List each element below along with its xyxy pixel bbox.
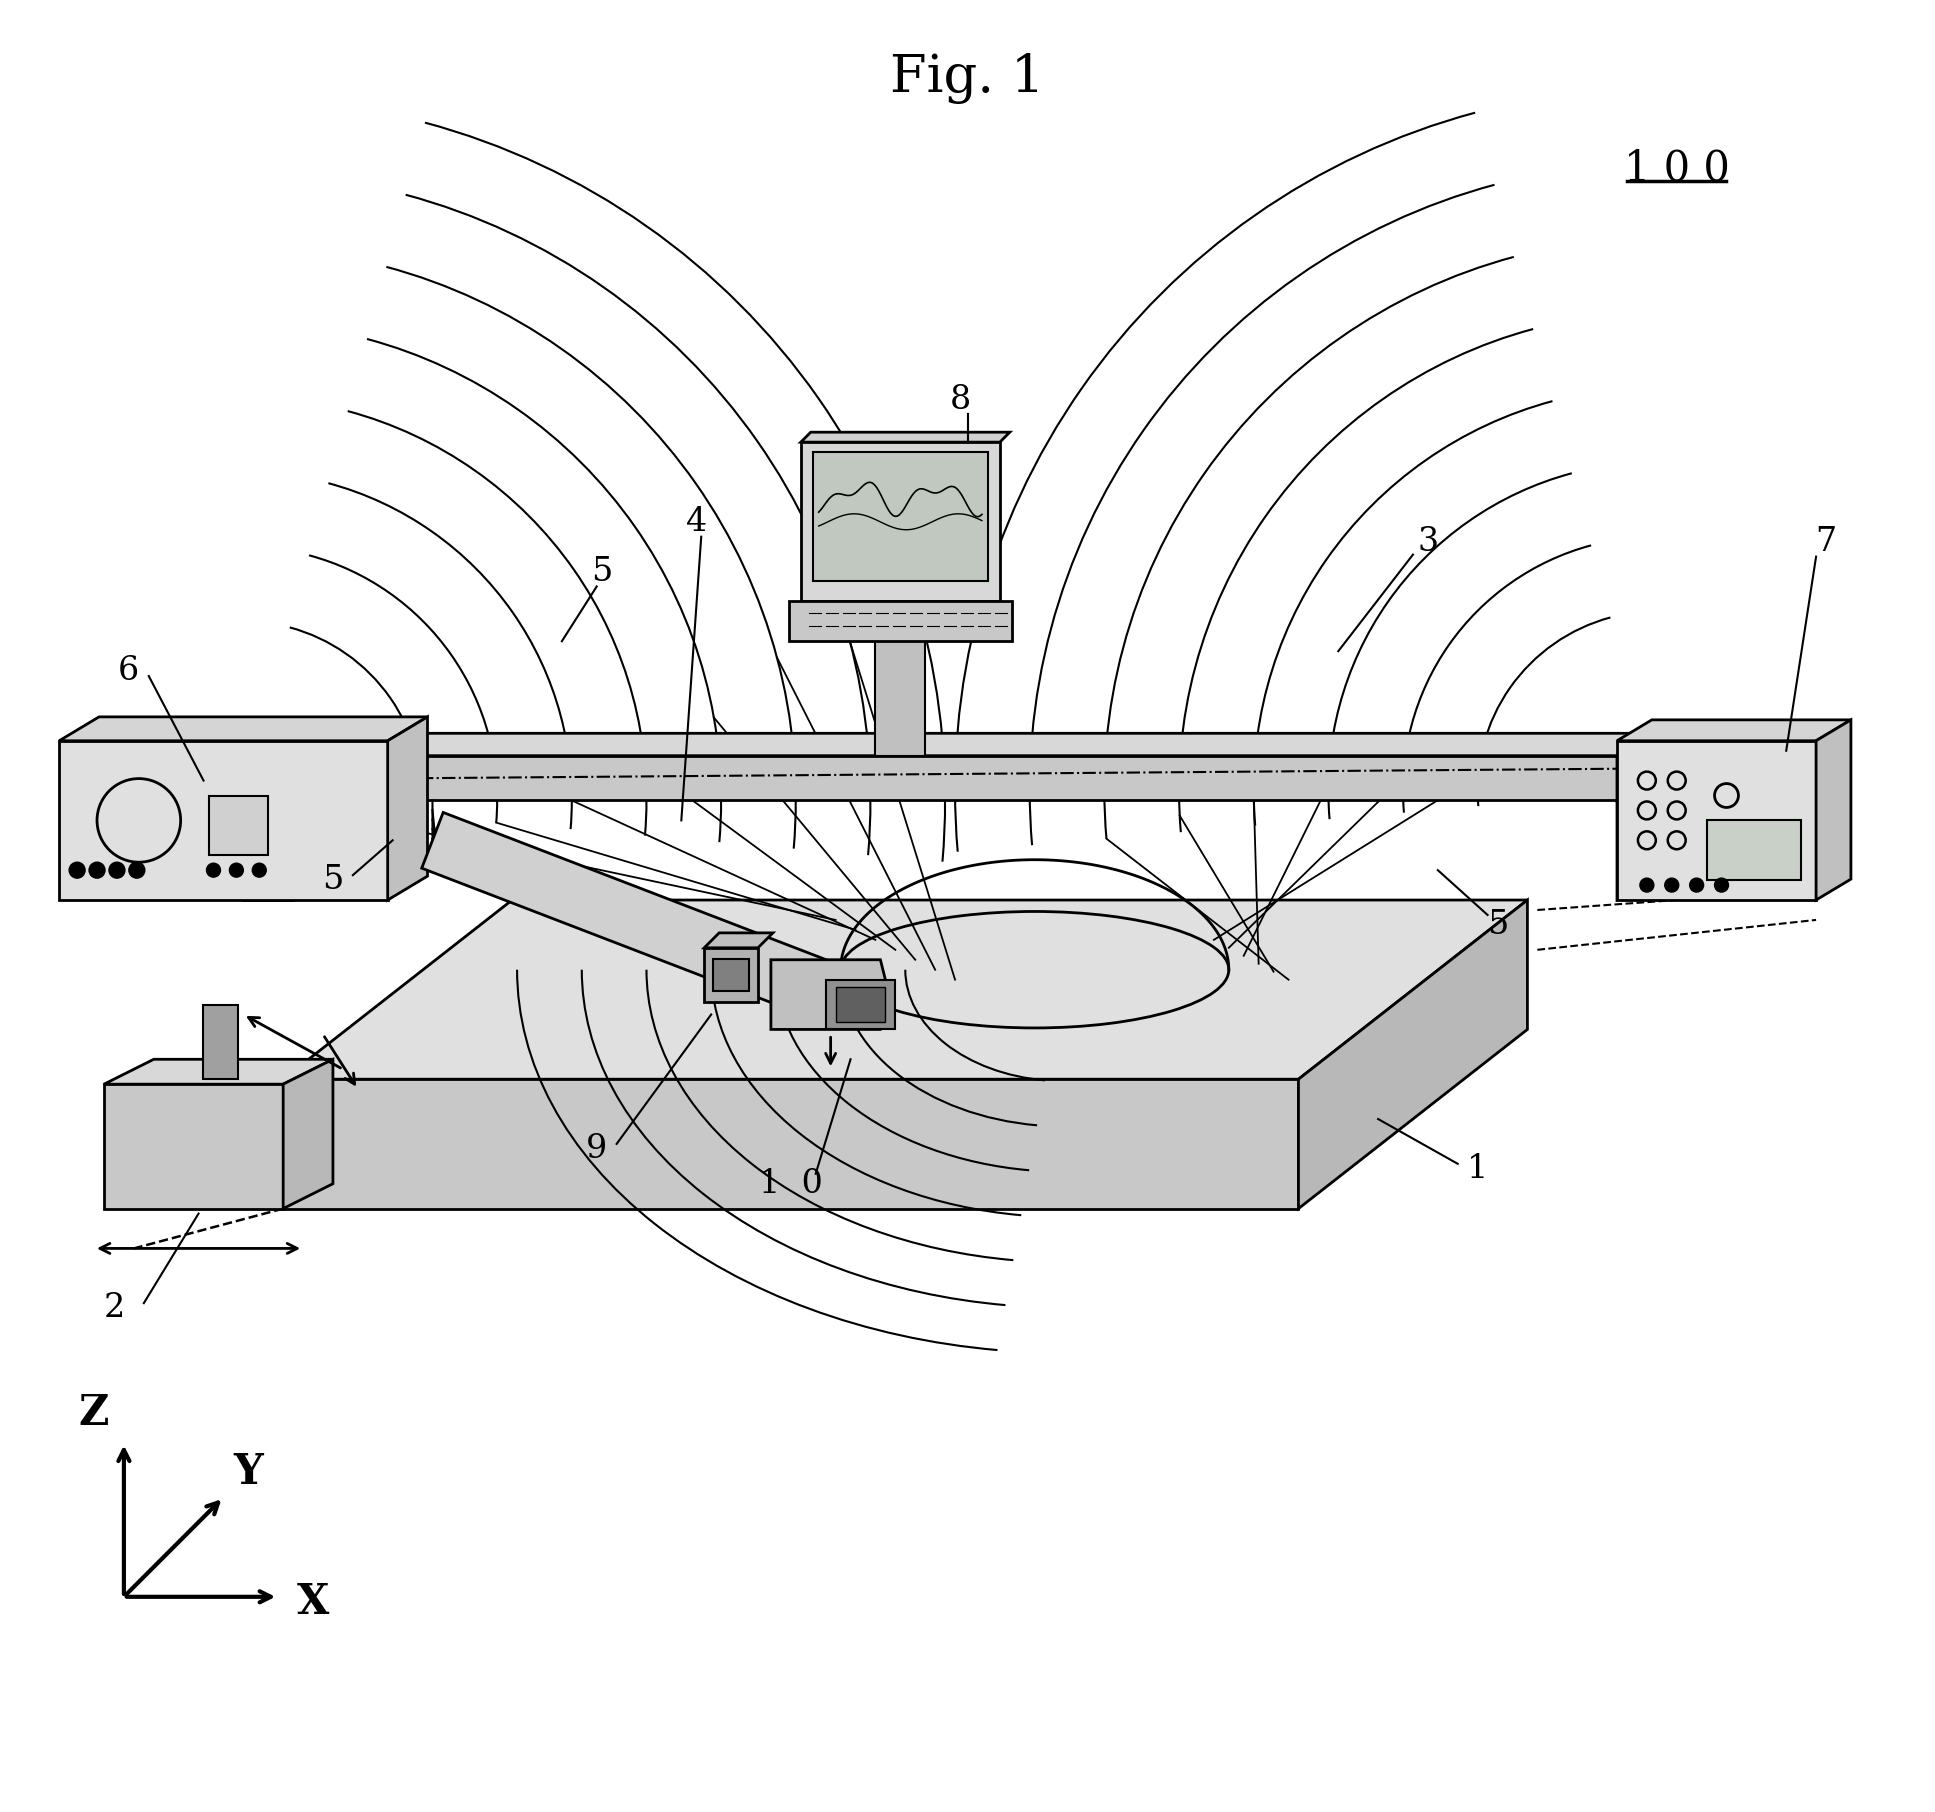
Polygon shape <box>714 959 749 991</box>
Text: 5: 5 <box>1486 910 1507 940</box>
Polygon shape <box>244 801 292 901</box>
Text: 5: 5 <box>590 556 611 587</box>
Polygon shape <box>422 812 832 1018</box>
Polygon shape <box>704 948 759 1002</box>
Polygon shape <box>1707 821 1801 881</box>
Text: 5: 5 <box>323 864 344 897</box>
Text: 8: 8 <box>950 384 971 417</box>
Polygon shape <box>387 718 428 901</box>
Polygon shape <box>1817 719 1852 901</box>
Circle shape <box>108 863 126 879</box>
Text: 4: 4 <box>685 506 706 538</box>
Polygon shape <box>789 602 1012 641</box>
Circle shape <box>230 863 244 877</box>
Polygon shape <box>60 718 428 741</box>
Circle shape <box>89 863 104 879</box>
Circle shape <box>252 863 267 877</box>
Text: 6: 6 <box>118 656 139 687</box>
Polygon shape <box>813 453 989 582</box>
Polygon shape <box>283 1060 333 1209</box>
Polygon shape <box>770 960 890 1029</box>
Polygon shape <box>60 741 387 901</box>
Polygon shape <box>244 756 1618 801</box>
Polygon shape <box>203 1004 238 1080</box>
Text: Y: Y <box>234 1451 263 1493</box>
Polygon shape <box>104 1060 333 1084</box>
Text: 2: 2 <box>103 1292 124 1325</box>
Polygon shape <box>244 734 1662 756</box>
Circle shape <box>1639 879 1654 892</box>
Circle shape <box>1689 879 1703 892</box>
Text: 3: 3 <box>1416 525 1438 558</box>
Text: 1  0: 1 0 <box>759 1167 822 1200</box>
Text: 1: 1 <box>1467 1152 1488 1185</box>
Polygon shape <box>836 986 886 1022</box>
Text: 7: 7 <box>1815 525 1836 558</box>
Text: 9: 9 <box>586 1132 608 1165</box>
Polygon shape <box>1618 781 1662 901</box>
Text: 1 0 0: 1 0 0 <box>1623 147 1730 190</box>
Polygon shape <box>704 933 772 948</box>
Polygon shape <box>801 442 1000 602</box>
Circle shape <box>1664 879 1680 892</box>
Polygon shape <box>1618 734 1662 801</box>
Circle shape <box>70 863 85 879</box>
Polygon shape <box>283 901 1527 1080</box>
Polygon shape <box>1618 741 1817 901</box>
Bar <box>875 641 925 756</box>
Text: Z: Z <box>79 1392 108 1433</box>
Polygon shape <box>801 433 1010 442</box>
Polygon shape <box>1618 719 1852 741</box>
Polygon shape <box>826 980 896 1029</box>
Polygon shape <box>209 795 269 855</box>
Circle shape <box>130 863 145 879</box>
Text: X: X <box>296 1580 329 1624</box>
Polygon shape <box>283 1080 1298 1209</box>
Circle shape <box>207 863 221 877</box>
Polygon shape <box>1298 901 1527 1209</box>
Polygon shape <box>104 1084 283 1209</box>
Circle shape <box>1714 879 1728 892</box>
Text: Fig. 1: Fig. 1 <box>890 53 1045 105</box>
